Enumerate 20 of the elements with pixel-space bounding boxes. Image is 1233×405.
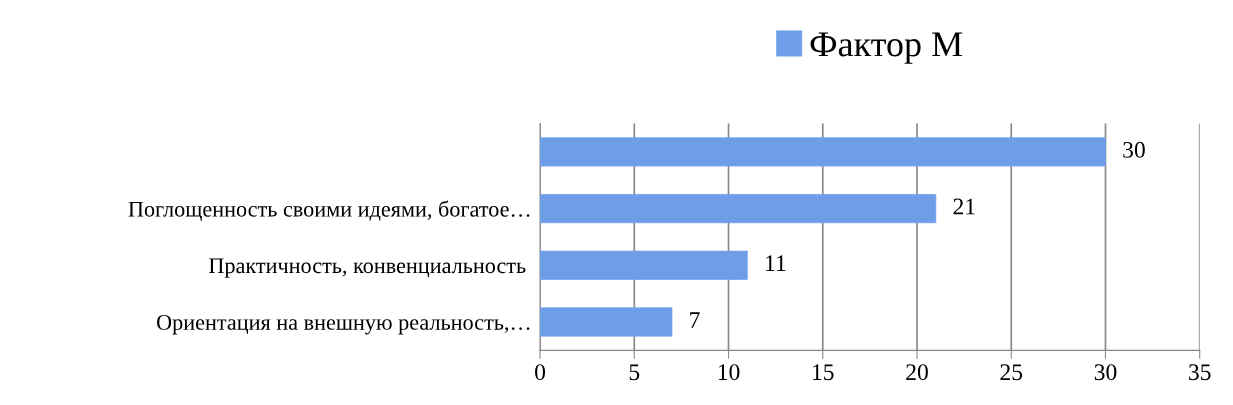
y-tick-label: Ориентация на внешную реальность,… bbox=[156, 314, 530, 335]
bar bbox=[540, 307, 673, 337]
x-tick-label: 10 bbox=[718, 364, 740, 381]
bar bbox=[540, 250, 748, 280]
bar bbox=[540, 194, 937, 224]
x-tick-label: 5 bbox=[629, 364, 640, 381]
x-tick-label: 30 bbox=[1094, 364, 1117, 381]
data-label: 11 bbox=[766, 255, 786, 271]
data-label: 30 bbox=[1123, 141, 1145, 158]
x-tick-label: 0 bbox=[535, 364, 546, 381]
x-tick-label: 35 bbox=[1189, 364, 1211, 381]
data-label: 21 bbox=[953, 198, 975, 215]
y-tick-label: Практичность, конвенциальность bbox=[209, 258, 526, 278]
x-tick-label: 25 bbox=[1000, 364, 1023, 381]
y-tick-label: Поглощенность своими идеями, богатое… bbox=[128, 200, 530, 222]
bar bbox=[540, 137, 1106, 167]
data-label: 7 bbox=[690, 312, 700, 328]
legend-label: Фактор М bbox=[810, 32, 963, 64]
x-tick-label: 15 bbox=[813, 364, 834, 381]
x-tick-label: 20 bbox=[906, 364, 928, 381]
